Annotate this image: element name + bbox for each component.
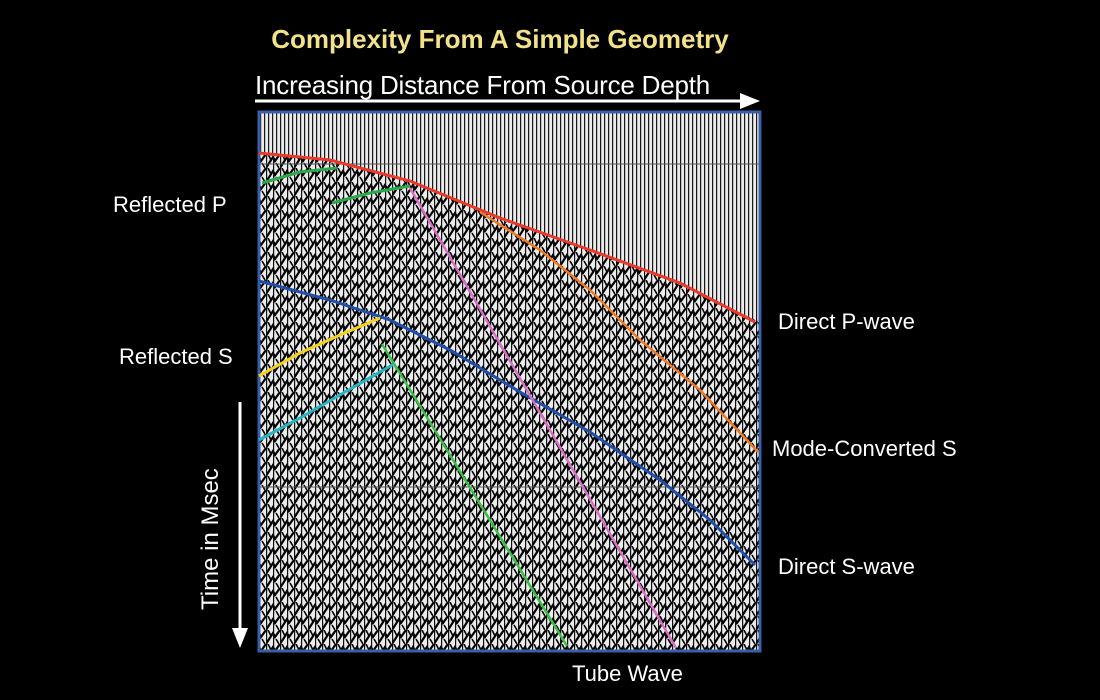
mode-converted-s-line	[479, 210, 759, 453]
top-axis-label: Increasing Distance From Source Depth	[255, 70, 711, 100]
label-direct-p-wave: Direct P-wave	[778, 309, 915, 334]
label-reflected-s: Reflected S	[119, 344, 233, 369]
reflected-p-line-1	[261, 166, 338, 185]
panel-border	[257, 110, 762, 653]
reflected-s-line-yellow	[258, 316, 381, 378]
tube-wave-line-green	[380, 343, 569, 647]
direct-s-wave-line	[258, 279, 757, 567]
diagram-title: Complexity From A Simple Geometry	[271, 24, 729, 54]
label-reflected-p: Reflected P	[113, 192, 227, 217]
reflected-p-line-2	[331, 184, 411, 205]
tube-wave-line-pink	[408, 187, 678, 649]
time-arrow	[232, 402, 248, 648]
label-direct-s-wave: Direct S-wave	[778, 554, 915, 579]
reflected-s-line-cyan	[258, 362, 395, 442]
distance-arrow	[255, 93, 760, 109]
label-mode-converted-s: Mode-Converted S	[772, 436, 957, 461]
seismogram-panel	[259, 112, 760, 651]
label-tube-wave: Tube Wave	[572, 661, 683, 686]
direct-p-wave-line	[258, 151, 756, 324]
